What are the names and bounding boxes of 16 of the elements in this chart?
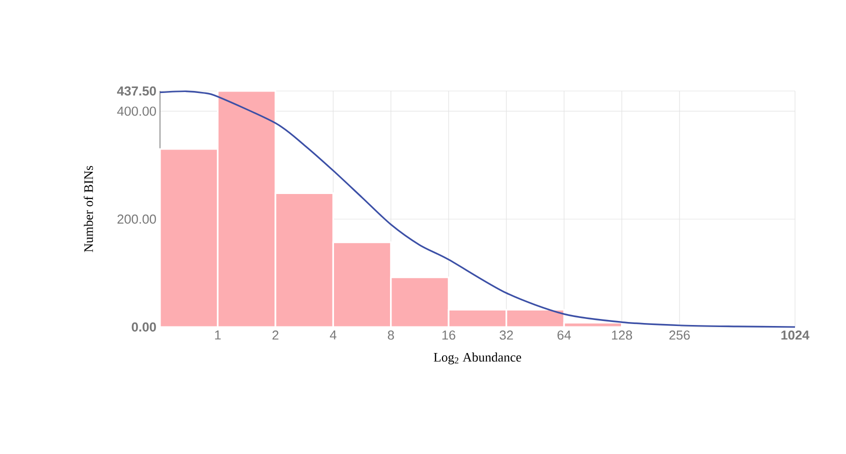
x-tick-label: 1 [215,330,221,340]
x-tick-label: 8 [388,330,394,340]
x-tick-label: 2 [272,330,278,340]
x-tick-label: 256 [669,330,690,340]
x-tick-label: 32 [500,330,513,340]
y-axis-title: Number of BINs [84,166,93,252]
y-tick-label: 437.50 [117,86,156,96]
x-axis-title: Log$_{2}$ Abundance [434,352,522,364]
y-tick-label: 200.00 [118,214,156,224]
y-tick-label: 0.00 [132,322,156,332]
x-tick-label: 4 [330,330,336,340]
x-tick-label: 1024 [781,330,810,340]
x-tick-label: 16 [442,330,456,340]
y-tick-label: 400.00 [117,106,156,116]
x-tick-label: 64 [558,330,571,340]
x-tick-label: 128 [612,330,632,340]
